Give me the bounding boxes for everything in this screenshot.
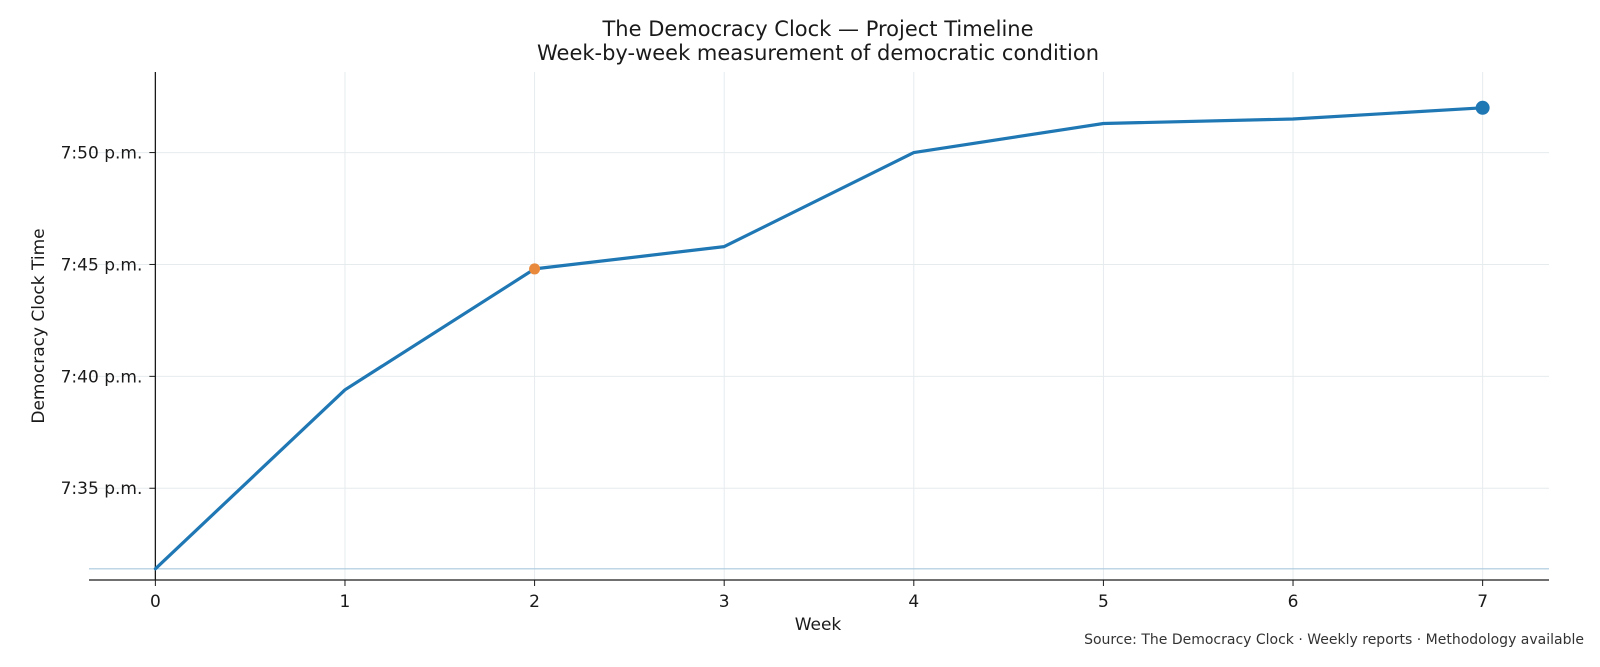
series (153, 106, 1485, 571)
highlight-point (529, 263, 541, 275)
y-tick-label: 7:50 p.m. (61, 144, 143, 164)
source-note: Source: The Democracy Clock · Weekly rep… (1084, 632, 1584, 648)
x-axis-label: Week (795, 615, 842, 635)
chart-subtitle: Week-by-week measurement of democratic c… (537, 41, 1099, 65)
y-axis-label: Democracy Clock Time (29, 228, 49, 423)
x-tick-label: 2 (529, 592, 540, 612)
x-tick-label: 6 (1288, 592, 1299, 612)
axes (89, 72, 1549, 581)
series-line (153, 106, 1485, 571)
y-tick-label: 7:45 p.m. (61, 255, 143, 275)
x-tick-label: 1 (340, 592, 351, 612)
highlight-points (529, 100, 1490, 275)
x-axis-ticks: 0 1 2 3 4 5 6 7 (150, 580, 1488, 612)
y-tick-label: 7:40 p.m. (61, 367, 143, 387)
chart-title: The Democracy Clock — Project Timeline (601, 17, 1033, 41)
x-tick-label: 7 (1477, 592, 1488, 612)
grid (89, 72, 1549, 580)
highlight-point (1475, 100, 1490, 115)
x-tick-label: 5 (1098, 592, 1109, 612)
x-tick-label: 3 (719, 592, 730, 612)
x-tick-label: 0 (150, 592, 161, 612)
x-tick-label: 4 (908, 592, 919, 612)
y-axis-ticks: 7:35 p.m. 7:40 p.m. 7:45 p.m. 7:50 p.m. (61, 144, 156, 499)
y-tick-label: 7:35 p.m. (61, 479, 143, 499)
